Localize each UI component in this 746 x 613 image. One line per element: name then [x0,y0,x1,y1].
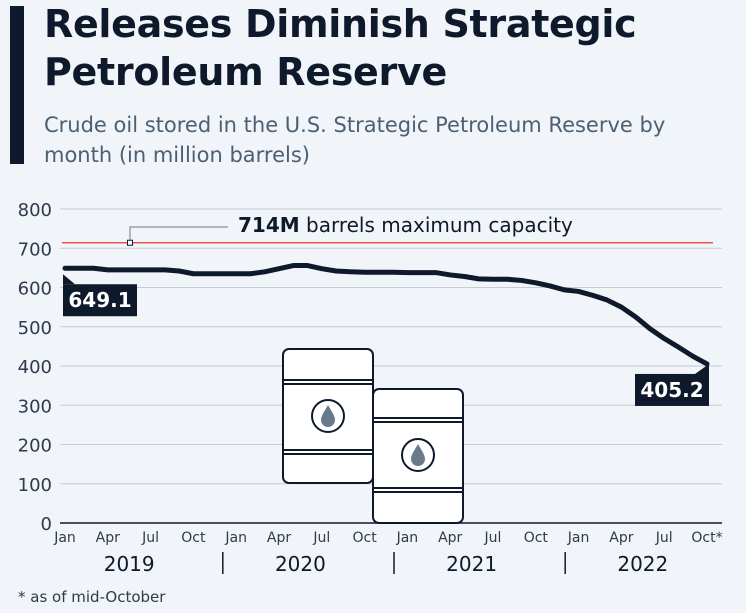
data-labels: 649.1 405.2 [63,274,709,406]
year-label: 2022 [617,552,668,576]
data-label-box [635,373,709,406]
y-tick-label: 700 [18,239,52,260]
x-tick-label: Jan [396,530,419,546]
x-tick-label: Apr [267,530,291,546]
data-label-box [63,284,137,317]
capacity-reference: 714M barrels maximum capacity [62,213,713,246]
year-label: 2021 [446,552,497,576]
data-label-text: 405.2 [640,378,703,402]
data-label-text: 649.1 [68,288,131,312]
x-tick-label: Jan [53,530,76,546]
data-label-pointer [63,274,75,285]
capacity-leader-line [129,226,228,244]
x-tick-label: Oct [181,530,206,546]
year-label: 2019 [104,552,155,576]
footnote: * as of mid-October [18,588,166,606]
x-tick-label: Apr [96,530,120,546]
data-label-pointer [695,363,709,374]
chart-subtitle: Crude oil stored in the U.S. Strategic P… [44,113,666,167]
x-tick-label: Jan [567,530,590,546]
data-label: 405.2 [635,363,709,406]
x-tick-label: Jan [224,530,247,546]
data-label: 649.1 [63,274,137,317]
capacity-label: 714M barrels maximum capacity [238,213,573,237]
y-tick-label: 500 [18,318,52,339]
oil-barrel-icon [282,348,374,484]
oil-barrels-illustration [282,348,464,524]
y-tick-label: 100 [18,475,52,496]
x-tick-label: Jul [141,530,159,546]
x-tick-label: Jul [484,530,502,546]
x-tick-label: Apr [438,530,462,546]
x-axis: Jan Apr Jul Oct Jan Apr Jul Oct Jan Apr Jul Oct Jan A… [53,530,722,576]
chart-title: Releases Diminish Strategic Petroleum Re… [44,2,637,94]
y-tick-label: 800 [18,200,52,221]
y-tick-label: 0 [41,514,52,535]
x-tick-label: Oct [524,530,549,546]
y-tick-label: 600 [18,279,52,300]
x-tick-label: Apr [609,530,633,546]
y-axis-ticks: 0 100 200 300 400 500 600 700 800 [18,200,52,535]
y-tick-label: 400 [18,357,52,378]
y-tick-label: 300 [18,396,52,417]
accent-bar [10,6,24,164]
x-tick-label: Oct [352,530,377,546]
oil-barrel-icon [372,388,464,524]
x-tick-label: Oct* [691,530,722,546]
y-tick-label: 200 [18,436,52,457]
capacity-marker [127,239,133,246]
x-tick-label: Jul [655,530,673,546]
x-tick-label: Jul [312,530,330,546]
series-line [62,263,710,367]
year-label: 2020 [275,552,326,576]
